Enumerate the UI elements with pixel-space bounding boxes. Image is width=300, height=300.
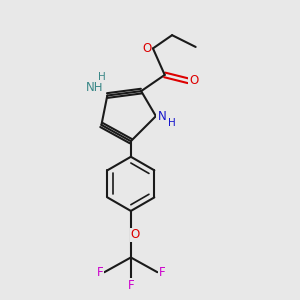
Text: O: O xyxy=(131,228,140,241)
Text: O: O xyxy=(189,74,198,87)
Bar xyxy=(190,77,198,85)
Text: F: F xyxy=(97,266,103,279)
Text: N: N xyxy=(158,110,167,123)
Bar xyxy=(158,268,166,276)
Text: H: H xyxy=(98,72,106,82)
Text: F: F xyxy=(158,266,165,279)
Bar xyxy=(156,110,169,122)
Text: O: O xyxy=(142,42,152,55)
Text: NH: NH xyxy=(86,81,104,94)
Bar xyxy=(96,268,104,276)
Bar xyxy=(143,44,151,52)
Bar xyxy=(131,231,140,239)
Text: H: H xyxy=(168,118,176,128)
Bar xyxy=(88,82,102,92)
Bar xyxy=(98,73,106,81)
Text: F: F xyxy=(128,279,134,292)
Bar xyxy=(127,281,135,290)
